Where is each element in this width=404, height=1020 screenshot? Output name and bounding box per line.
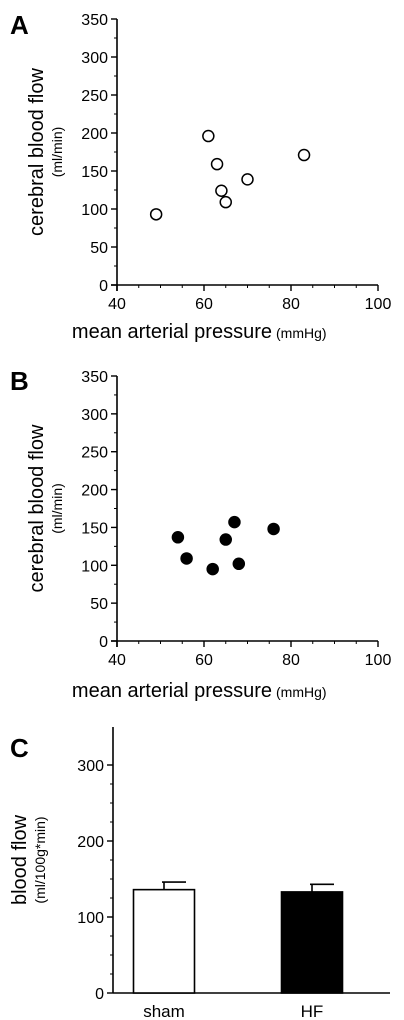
panel-a-y-tick-label: 150 [81,164,108,181]
panel-c-y-axis-unit: (ml/100g*min) [32,816,48,903]
panel-a-data-point [219,195,232,209]
panel-b-y-tick-label: 0 [99,634,108,651]
panel-b-data-point [228,515,241,529]
panel-c-y-axis-label: blood flow [9,814,31,905]
panel-a-data-point [215,184,228,198]
panel-a-y-tick-label: 350 [81,12,108,29]
panel-c-letter: C [10,733,29,763]
panel-b-data-point [206,562,219,576]
panel-c-category-label: sham [143,1002,185,1020]
panel-a-letter: A [10,10,29,40]
panel-b-letter: B [10,366,29,396]
panel-b-y-tick-label: 250 [81,445,108,462]
panel-b-data-point [267,522,280,536]
panel-c-bar-sham [132,888,196,994]
panel-a-y-tick-label: 300 [81,50,108,67]
panel-b-data-point [232,557,246,571]
panel-b-y-tick-label: 350 [81,369,108,386]
panel-c-y-tick-label: 100 [77,910,104,927]
panel-b-x-tick-label: 100 [365,652,392,669]
panel-b-x-tick-label: 40 [108,652,126,669]
panel-b-y-axis-label: cerebral blood flow [26,424,48,592]
panel-b-y-tick-label: 150 [81,520,108,537]
panel-a-y-axis-label: cerebral blood flow [26,68,48,236]
panel-a-y-axis-unit: (ml/min) [49,127,65,178]
panel-a-x-axis-unit: (mmHg) [276,325,327,341]
panel-b-data-point [171,531,185,544]
panel-b-y-tick-label: 300 [81,407,108,424]
panel-c-y-tick-label: 200 [77,834,104,851]
panel-c-category-label: HF [301,1002,324,1020]
panel-a-x-tick-label: 60 [195,296,213,313]
panel-a-data-point [241,173,254,186]
panel-a-data-point [149,208,163,221]
panel-b-data-point [180,552,193,565]
panel-c-bar-hf [280,891,344,994]
panel-b-y-tick-label: 100 [81,558,108,575]
panel-a-data-point [202,129,215,143]
panel-a-x-tick-label: 40 [108,296,126,313]
panel-a-y-tick-label: 250 [81,88,108,105]
panel-b-y-axis-unit: (ml/min) [49,483,65,534]
panel-a-data-point [210,157,224,171]
panel-b-x-axis-unit: (mmHg) [276,684,327,700]
panel-b-x-axis-label: mean arterial pressure [72,680,272,702]
panel-b-y-tick-label: 50 [90,596,108,613]
panel-a-data-point [297,148,311,162]
panel-c-y-tick-label: 0 [95,986,104,1003]
panel-a-y-tick-label: 200 [81,126,108,143]
panel-a-x-axis-label: mean arterial pressure [72,321,272,343]
panel-b-x-tick-label: 80 [282,652,300,669]
panel-a-y-tick-label: 50 [90,240,108,257]
panel-b-data-point [219,533,232,546]
panel-a-y-tick-label: 100 [81,202,108,219]
panel-c-y-tick-label: 300 [77,758,104,775]
panel-a-y-tick-label: 0 [99,278,108,295]
panel-b-x-tick-label: 60 [195,652,213,669]
panel-a-x-tick-label: 80 [282,296,300,313]
panel-b-y-tick-label: 200 [81,483,108,500]
panel-a-x-tick-label: 100 [365,296,392,313]
